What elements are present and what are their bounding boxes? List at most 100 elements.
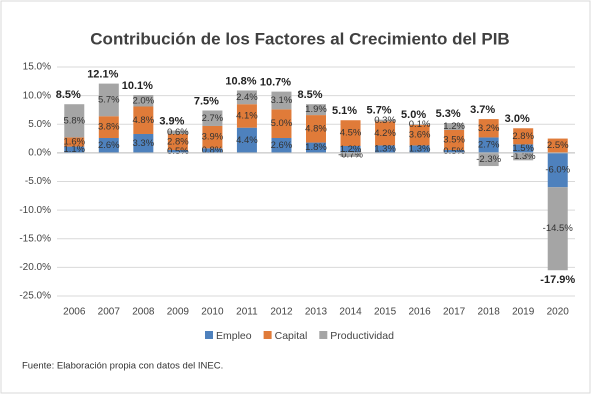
segment-label: 3.9% — [202, 132, 224, 143]
bar-segment — [64, 146, 85, 153]
segment-label: 3.3% — [133, 138, 155, 149]
bar-segment — [271, 137, 292, 153]
segment-label: 4.8% — [305, 123, 327, 134]
x-tick-label: 2019 — [512, 307, 535, 318]
y-tick-label: -5.0% — [25, 176, 51, 187]
segment-label: 0.8% — [202, 145, 224, 156]
bar-segment — [202, 110, 223, 126]
total-label: 10.7% — [260, 77, 291, 89]
bar-segment — [340, 152, 361, 157]
x-tick-label: 2014 — [339, 307, 362, 318]
segment-label: -1.3% — [511, 151, 536, 162]
bar-segment — [375, 145, 396, 153]
bar-segment — [409, 124, 430, 125]
bar-segment — [409, 145, 430, 153]
total-label: 10.1% — [122, 80, 153, 92]
total-label: 5.3% — [436, 108, 461, 120]
bar-segment — [444, 123, 465, 130]
y-tick-label: 0.0% — [28, 148, 51, 159]
bar-segment — [513, 128, 534, 145]
legend-swatch — [205, 331, 213, 339]
segment-label: 3.2% — [478, 123, 500, 134]
bar-segment — [167, 133, 188, 151]
total-label: 10.8% — [225, 75, 256, 87]
segment-label: 4.5% — [340, 128, 362, 139]
segment-label: 2.7% — [202, 113, 224, 124]
bar-segment — [236, 90, 257, 105]
total-label: 5.1% — [332, 105, 357, 117]
total-label: 5.7% — [367, 105, 392, 117]
segment-label: 3.5% — [443, 135, 465, 146]
bar-segment — [133, 106, 154, 134]
x-tick-label: 2018 — [478, 307, 501, 318]
segment-label: 5.8% — [63, 115, 85, 126]
segment-label: 4.8% — [133, 115, 155, 126]
bar-segment — [98, 116, 119, 138]
segment-label: 1.3% — [374, 144, 396, 155]
bar-segment — [513, 144, 534, 153]
bar-segment — [547, 138, 568, 153]
bar-segment — [98, 83, 119, 117]
bar-segment — [478, 152, 499, 167]
segment-label: 3.8% — [98, 122, 120, 133]
segment-label: -6.0% — [545, 165, 570, 176]
source-note: Fuente: Elaboración propia con datos del… — [22, 361, 223, 372]
total-label: 3.7% — [470, 104, 495, 116]
segment-label: 0.1% — [409, 119, 431, 130]
bar-segment — [271, 109, 292, 138]
bar-segment — [513, 152, 534, 161]
total-label: -17.9% — [540, 274, 575, 286]
bar-segment — [340, 120, 361, 147]
x-tick-label: 2009 — [167, 307, 190, 318]
total-label: 5.0% — [401, 109, 426, 121]
segment-label: 3.1% — [271, 95, 293, 106]
bar-segment — [306, 104, 326, 116]
segment-label: 0.3% — [374, 115, 396, 126]
chart-title: Contribución de los Factores al Crecimie… — [90, 29, 509, 48]
bar-segment — [64, 104, 85, 138]
bar-segment — [133, 95, 154, 107]
bar-segment — [167, 130, 188, 134]
y-tick-label: -20.0% — [19, 262, 51, 273]
segment-label: 2.4% — [236, 92, 258, 103]
segment-label: 1.1% — [63, 144, 85, 155]
segment-label: 2.8% — [512, 131, 534, 142]
bar-segment — [236, 127, 257, 153]
segment-label: 1.6% — [63, 137, 85, 148]
segment-label: 2.7% — [478, 140, 500, 151]
bar-segment — [444, 129, 465, 151]
total-label: 3.9% — [159, 115, 184, 127]
x-tick-label: 2011 — [236, 307, 258, 318]
legend-label: Capital — [275, 330, 308, 342]
bar-segment — [202, 125, 223, 149]
segment-label: 5.7% — [98, 94, 120, 105]
segment-label: 4.1% — [236, 110, 258, 121]
bar-segment — [167, 150, 188, 153]
bar-segment — [271, 91, 292, 110]
y-tick-label: -10.0% — [19, 205, 51, 216]
bar-segment — [64, 137, 85, 147]
bar-segment — [444, 150, 465, 153]
bar-segment — [478, 137, 499, 153]
x-tick-label: 2012 — [270, 307, 293, 318]
x-tick-label: 2010 — [201, 307, 224, 318]
segment-label: 1.9% — [305, 104, 327, 115]
y-tick-label: -25.0% — [19, 291, 51, 302]
segment-label: 2.6% — [98, 140, 120, 151]
segment-label: 1.2% — [340, 144, 362, 155]
bar-segment — [306, 115, 326, 143]
legend-label: Empleo — [216, 330, 252, 342]
bar-segment — [133, 133, 154, 153]
segment-label: 1.5% — [512, 143, 534, 154]
segment-label: 4.2% — [374, 128, 396, 139]
bar-segment — [409, 124, 430, 146]
segment-label: 1.3% — [409, 144, 431, 155]
bar-segment — [547, 187, 568, 271]
y-tick-label: -15.0% — [19, 233, 51, 244]
y-tick-label: 10.0% — [23, 90, 51, 101]
legend-swatch — [263, 331, 272, 339]
segment-label: -2.3% — [476, 154, 501, 165]
segment-label: 0.6% — [167, 127, 189, 138]
